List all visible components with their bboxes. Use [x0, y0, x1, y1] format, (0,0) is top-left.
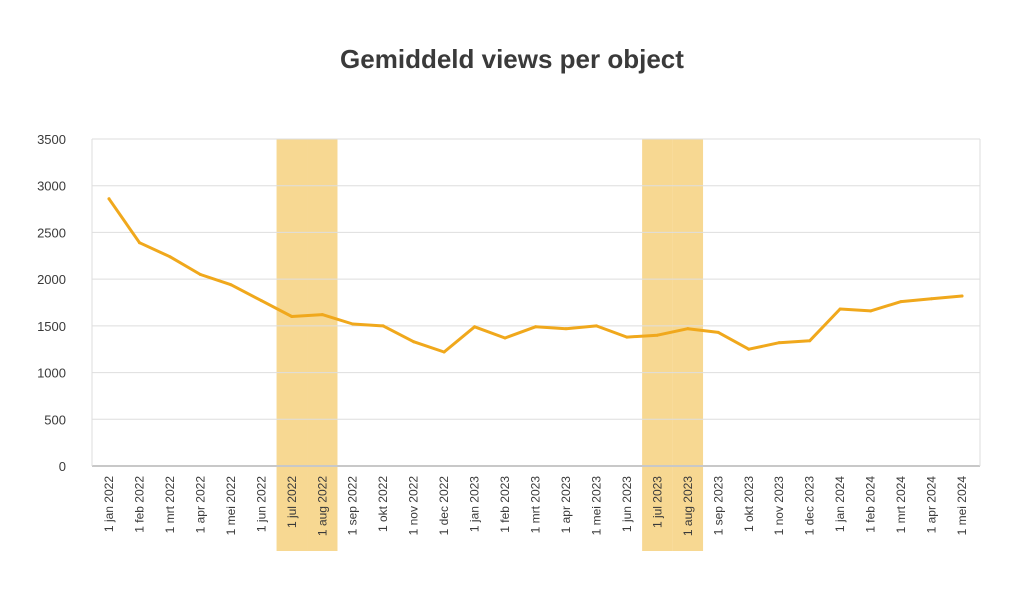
data-point [412, 340, 416, 344]
highlight-bands [276, 139, 704, 551]
x-tick-label: 1 mrt 2022 [163, 476, 177, 534]
data-point [351, 322, 355, 326]
y-tick-label: 2000 [37, 272, 66, 287]
gridlines [91, 138, 981, 467]
series-line [107, 197, 964, 354]
x-tick-label: 1 dec 2022 [437, 476, 451, 536]
data-point [259, 299, 263, 303]
x-tick-label: 1 nov 2023 [772, 476, 786, 536]
x-tick-label: 1 aug 2023 [681, 476, 695, 536]
data-point [655, 333, 659, 337]
y-tick-label: 1000 [37, 366, 66, 381]
chart-title: Gemiddeld views per object [340, 44, 684, 74]
data-point [107, 197, 111, 201]
x-tick-label: 1 feb 2022 [132, 476, 146, 533]
data-point [838, 307, 842, 311]
x-tick-label: 1 mei 2024 [955, 476, 969, 536]
highlight-band [642, 139, 673, 551]
x-tick-label: 1 apr 2023 [559, 476, 573, 534]
x-tick-label: 1 okt 2022 [376, 476, 390, 532]
x-tick-label: 1 sep 2023 [711, 476, 725, 536]
x-tick-label: 1 mrt 2024 [894, 476, 908, 534]
y-tick-label: 1500 [37, 319, 66, 334]
y-tick-label: 500 [44, 412, 66, 427]
data-point [960, 294, 964, 298]
x-tick-label: 1 jun 2022 [254, 476, 268, 532]
x-tick-label: 1 dec 2023 [803, 476, 817, 536]
data-point [198, 272, 202, 276]
data-point [594, 324, 598, 328]
data-point [930, 297, 934, 301]
x-tick-label: 1 jan 2022 [102, 476, 116, 532]
y-axis: 0 500 1000 1500 2000 2500 3000 3500 [37, 132, 66, 474]
x-tick-label: 1 apr 2022 [193, 476, 207, 534]
data-point [320, 313, 324, 317]
highlight-band [672, 139, 704, 551]
x-tick-label: 1 jan 2024 [833, 476, 847, 532]
x-tick-label: 1 okt 2023 [742, 476, 756, 532]
x-tick-label: 1 nov 2022 [407, 476, 421, 536]
x-tick-label: 1 aug 2022 [315, 476, 329, 536]
x-tick-label: 1 jun 2023 [620, 476, 634, 532]
data-point [869, 309, 873, 313]
highlight-band [307, 139, 338, 551]
y-tick-label: 0 [59, 459, 66, 474]
data-point [625, 335, 629, 339]
y-tick-label: 3500 [37, 132, 66, 147]
x-tick-label: 1 sep 2022 [346, 476, 360, 536]
x-tick-label: 1 jul 2022 [285, 476, 299, 528]
highlight-band [276, 139, 308, 551]
x-tick-label: 1 mrt 2023 [529, 476, 543, 534]
data-point [899, 300, 903, 304]
x-tick-label: 1 mei 2022 [224, 476, 238, 536]
data-point [381, 324, 385, 328]
x-tick-label: 1 apr 2024 [925, 476, 939, 534]
data-point [716, 330, 720, 334]
data-point [686, 327, 690, 331]
y-tick-label: 3000 [37, 179, 66, 194]
data-point [473, 325, 477, 329]
x-tick-label: 1 jan 2023 [468, 476, 482, 532]
y-tick-label: 2500 [37, 225, 66, 240]
x-axis: 1 jan 2022 1 feb 2022 1 mrt 2022 1 apr 2022… [102, 476, 969, 536]
data-point [564, 327, 568, 331]
series-lines [107, 197, 964, 354]
data-point [290, 315, 294, 319]
data-point [503, 336, 507, 340]
x-tick-label: 1 feb 2024 [864, 476, 878, 533]
data-point [808, 339, 812, 343]
data-point [137, 241, 141, 245]
data-point [777, 341, 781, 345]
data-point [168, 255, 172, 259]
data-point [442, 350, 446, 354]
x-tick-label: 1 feb 2023 [498, 476, 512, 533]
data-point [747, 347, 751, 351]
x-tick-label: 1 mei 2023 [589, 476, 603, 536]
data-point [229, 283, 233, 287]
data-point [534, 325, 537, 329]
x-tick-label: 1 jul 2023 [650, 476, 664, 528]
